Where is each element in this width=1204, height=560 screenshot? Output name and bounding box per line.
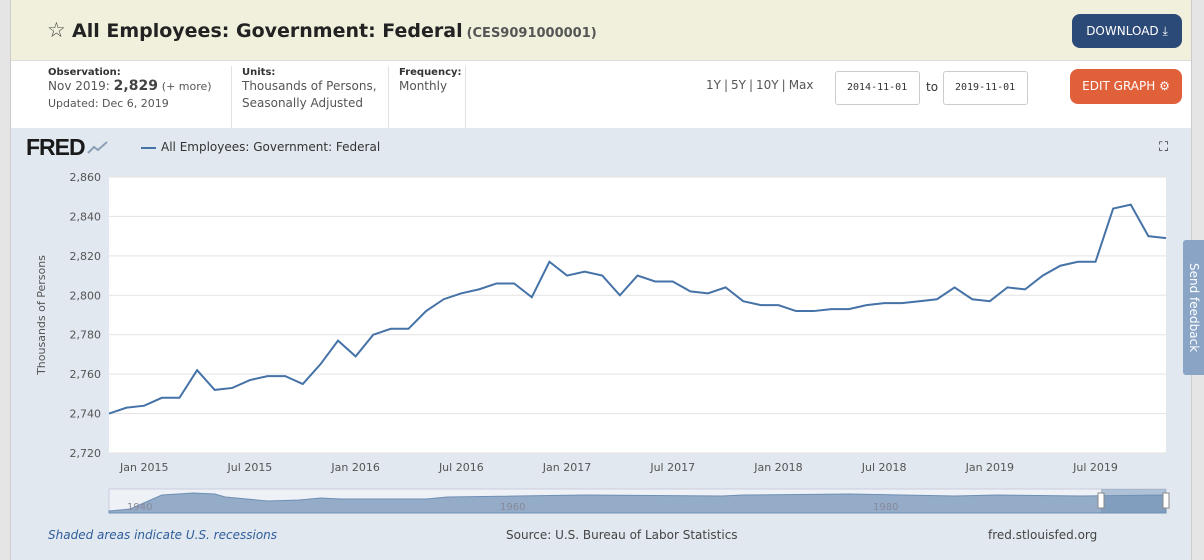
y-tick-label: 2,860 (70, 171, 102, 184)
send-feedback-tab[interactable]: Send feedback (1183, 240, 1204, 375)
x-tick-label: Jan 2019 (965, 461, 1014, 474)
series-id: (CES9091000001) (466, 26, 597, 41)
site-link[interactable]: fred.stlouisfed.org (988, 528, 1098, 542)
legend-swatch (141, 146, 156, 149)
fullscreen-icon[interactable]: ⛶ (1159, 140, 1169, 155)
star-icon[interactable]: ☆ (47, 18, 66, 42)
y-tick-label: 2,820 (70, 250, 102, 263)
range-max[interactable]: Max (788, 78, 814, 92)
navigator-handle[interactable] (1162, 492, 1170, 509)
y-tick-label: 2,740 (70, 408, 102, 421)
fred-chart-icon (86, 141, 108, 154)
navigator-label: 1960 (500, 502, 525, 513)
x-tick-label: Jul 2016 (438, 461, 484, 474)
page-title: All Employees: Government: Federal (CES90… (72, 20, 597, 42)
series-title: All Employees: Government: Federal (72, 20, 463, 42)
range-selector: 1Y | 5Y | 10Y | Max (706, 78, 814, 92)
observation-date: Nov 2019: (48, 79, 110, 93)
x-tick-label: Jan 2017 (542, 461, 591, 474)
y-tick-label: 2,780 (70, 329, 102, 342)
observation-label: Observation: (48, 67, 121, 78)
x-tick-label: Jan 2015 (119, 461, 168, 474)
more-link[interactable]: (+ more) (161, 80, 212, 93)
line-chart: 2,720 2,740 2,760 2,780 2,800 2,820 2,840 2,860… (35, 171, 1170, 514)
chart-area: FRED All Employees: Government: Federal … (11, 128, 1191, 560)
x-tick-label: Jul 2015 (227, 461, 273, 474)
recessions-note[interactable]: Shaded areas indicate U.S. recessions (48, 528, 278, 542)
end-date-input[interactable]: 2019-11-01 (943, 71, 1028, 105)
start-date-input[interactable]: 2014-11-01 (835, 71, 920, 105)
units-line2: Seasonally Adjusted (242, 96, 364, 110)
edit-graph-label: EDIT GRAPH (1082, 79, 1156, 93)
title-bar: ☆ All Employees: Government: Federal (CES… (11, 0, 1191, 61)
x-tick-label: Jul 2017 (649, 461, 695, 474)
y-tick-label: 2,760 (70, 368, 102, 381)
download-label: DOWNLOAD (1086, 24, 1159, 38)
divider (231, 66, 232, 128)
download-button[interactable]: DOWNLOAD ⤓ (1072, 14, 1182, 48)
updated-date: Updated: Dec 6, 2019 (48, 97, 169, 110)
frequency-label: Frequency: (399, 67, 462, 78)
y-tick-label: 2,720 (70, 447, 102, 460)
divider (388, 66, 389, 128)
x-tick-label: Jul 2018 (861, 461, 907, 474)
fred-logo: FRED (26, 134, 109, 161)
x-tick-label: Jul 2019 (1072, 461, 1118, 474)
frequency-block: Frequency: Monthly (399, 61, 462, 128)
fred-logo-text: FRED (26, 134, 86, 160)
source-text: Source: U.S. Bureau of Labor Statistics (506, 528, 738, 542)
range-10y[interactable]: 10Y (756, 78, 779, 92)
download-icon: ⤓ (1162, 24, 1168, 38)
fred-graph-card: ☆ All Employees: Government: Federal (CES… (10, 0, 1192, 560)
navigator-label: 1980 (873, 502, 898, 513)
range-1y[interactable]: 1Y (706, 78, 721, 92)
navigator-label: 1940 (127, 502, 152, 513)
frequency-value: Monthly (399, 79, 448, 93)
edit-graph-button[interactable]: EDIT GRAPH ⚙ (1070, 69, 1182, 104)
legend-item: All Employees: Government: Federal (141, 140, 380, 154)
y-tick-label: 2,840 (70, 210, 102, 223)
navigator-selection[interactable] (1101, 489, 1166, 513)
plot-background (109, 177, 1166, 453)
units-line1: Thousands of Persons, (242, 79, 377, 93)
gear-icon: ⚙ (1159, 79, 1170, 93)
legend-label: All Employees: Government: Federal (161, 140, 381, 154)
divider (465, 66, 466, 128)
units-block: Units: Thousands of Persons, Seasonally … (242, 61, 377, 128)
to-label: to (926, 80, 939, 94)
y-axis-label: Thousands of Persons (35, 255, 48, 376)
navigator-handle[interactable] (1097, 492, 1105, 509)
range-5y[interactable]: 5Y (731, 78, 746, 92)
units-label: Units: (242, 67, 276, 78)
y-tick-label: 2,800 (70, 289, 102, 302)
x-tick-label: Jan 2018 (753, 461, 802, 474)
observation-value: 2,829 (113, 78, 158, 94)
x-tick-label: Jan 2016 (330, 461, 379, 474)
observation-block: Observation: Nov 2019: 2,829 (+ more) Up… (48, 61, 212, 128)
